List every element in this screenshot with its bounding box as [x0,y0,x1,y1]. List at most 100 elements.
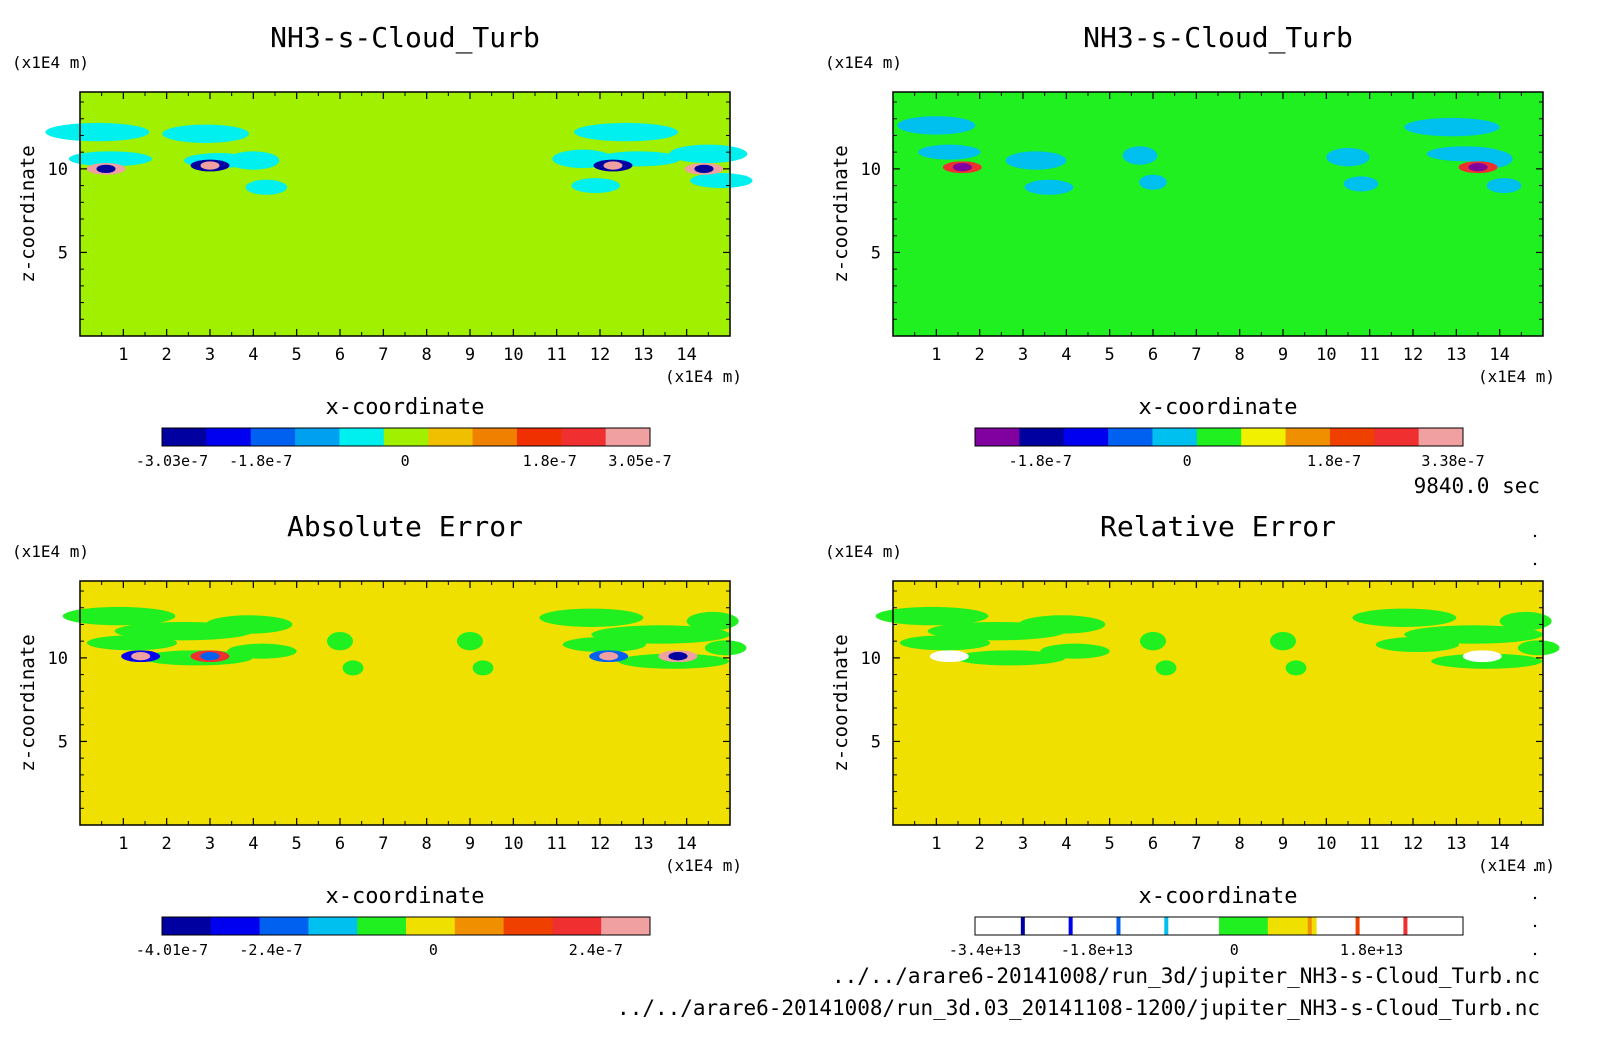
colorbar-frame [161,427,651,447]
colorbar-swatch [339,428,385,446]
x-tick-label: 6 [1148,834,1158,854]
feature-core [599,652,619,661]
x-tick-label: 13 [1446,345,1466,365]
x-tick-label: 8 [1235,345,1245,365]
panel-3: Absolute Error(x1E4 m)1 2 3 4 5 6 7 8 9 10 11 12 13 1… [12,510,747,959]
colorbar-label: 3.05e-7 [608,452,671,470]
cloud-blob [690,173,753,189]
file-path-2: ../../arare6-20141008/run_3d.03_20141108… [617,996,1540,1020]
x-unit-label: (x1E4 m) [1478,856,1555,875]
colorbar-swatch [1170,917,1220,935]
cloud-blob [205,615,293,634]
cloud-blob [1404,625,1543,644]
panel-title: Relative Error [1100,510,1336,543]
colorbar-label: 1.8e-7 [523,452,577,470]
x-tick-label: 10 [503,345,523,365]
x-tick-label: 3 [205,834,215,854]
colorbar-swatch [605,428,651,446]
x-tick-label: 11 [546,345,566,365]
colorbar-label: 1.8e-7 [1307,452,1361,470]
colorbar-frame [161,916,651,936]
colorbar-swatch [1023,917,1074,935]
colorbar-label: 0 [429,941,438,959]
colorbar-swatch [162,917,212,935]
x-tick-label: 7 [378,345,388,365]
cloud-blob [875,606,989,626]
x-tick-label: 6 [1148,345,1158,365]
panel-title: Absolute Error [287,510,523,543]
x-axis-label: x-coordinate [326,884,485,909]
y-axis-label: z-coordinate [830,634,852,771]
colorbar-label: 3.38e-7 [1421,452,1484,470]
colorbar-swatch [162,428,207,446]
colorbar-stripe [1403,917,1408,935]
x-tick-label: 4 [248,345,258,365]
colorbar-label: -4.01e-7 [136,941,208,959]
colorbar-swatch [250,428,296,446]
cloud-blob [1352,608,1457,627]
x-tick-label: 12 [590,345,610,365]
cloud-blob [227,643,297,659]
cloud-blob [1270,631,1296,651]
colorbar-frame [974,427,1464,447]
colorbar-swatch [210,917,261,935]
cloud-blob [472,660,494,676]
colorbar-label: -1.8e-7 [1009,452,1072,470]
y-unit-label: (x1E4 m) [825,542,902,561]
cloud-blob [1122,146,1158,165]
colorbar-swatch [552,917,602,935]
x-tick-label: 6 [335,345,345,365]
colorbar-swatch [1414,917,1464,935]
x-tick-label: 9 [1278,345,1288,365]
feature-core [131,652,151,661]
colorbar-swatch [357,917,407,935]
panel-2: NH3-s-Cloud_Turb(x1E4 m)1 2 3 4 5 6 7 8 9 10 11 12 1… [825,21,1555,470]
cloud-blob [342,660,364,676]
y-unit-label: (x1E4 m) [12,53,89,72]
cloud-blob [954,650,1066,666]
colorbar-swatch [295,428,340,446]
colorbar-swatch [1365,917,1415,935]
colorbar-label: 2.4e-7 [569,941,623,959]
cloud-blob [457,631,483,651]
x-tick-label: 10 [1316,345,1336,365]
colorbar-swatch [1316,917,1366,935]
cloud-blob [897,116,976,135]
y-tick-label: 5 [871,243,881,263]
y-tick-label: 5 [871,732,881,752]
cloud-blob [245,179,288,195]
panel-4: Relative Error(x1E4 m)1 2 3 4 5 6 7 8 9 10 11 12 13 1… [825,510,1560,959]
colorbar-label: -1.8e-7 [229,452,292,470]
colorbar-swatch [383,428,429,446]
cloud-blob [704,640,747,656]
x-tick-label: 7 [1191,834,1201,854]
stray-dot [1533,868,1537,872]
y-axis-label: z-coordinate [17,145,39,282]
cloud-blob [1024,179,1074,195]
x-tick-label: 4 [248,834,258,854]
x-tick-label: 13 [633,834,653,854]
x-tick-label: 10 [503,834,523,854]
panel-title: NH3-s-Cloud_Turb [1083,21,1353,55]
x-tick-label: 10 [1316,834,1336,854]
colorbar-swatch [1121,917,1171,935]
colorbar-swatch [1241,428,1287,446]
colorbar-label: -2.4e-7 [239,941,302,959]
x-tick-label: 11 [1359,345,1379,365]
colorbar-stripe [1164,917,1169,935]
colorbar-swatch [561,428,607,446]
x-tick-label: 5 [292,834,302,854]
cloud-blob [591,625,731,644]
feature-core [1468,163,1488,172]
stray-dot [1533,562,1537,566]
colorbar-label: 0 [1230,941,1239,959]
stray-dot [1533,952,1537,956]
panel-title: NH3-s-Cloud_Turb [270,21,540,55]
file-path-1: ../../arare6-20141008/run_3d/jupiter_NH3… [831,964,1540,988]
colorbar-swatch [1219,917,1269,935]
cloud-blob [1285,660,1307,676]
cloud-blob [669,144,748,164]
colorbar-stripe [1068,917,1073,935]
cloud-blob [571,178,620,194]
x-tick-label: 8 [1235,834,1245,854]
